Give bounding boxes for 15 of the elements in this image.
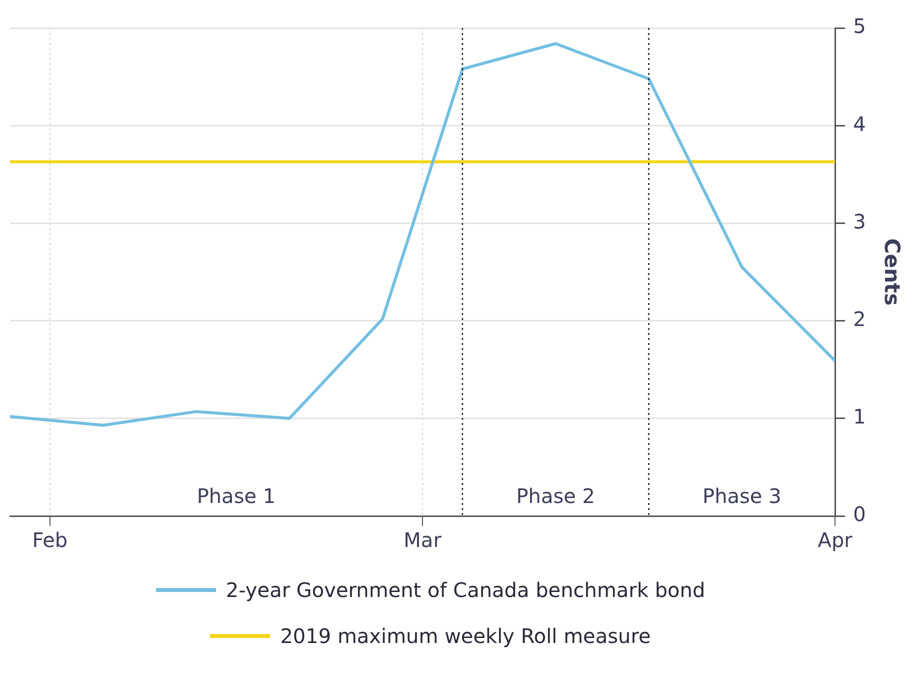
y-axis-title: Cents (880, 238, 904, 306)
y-tick-label: 1 (853, 404, 866, 429)
legend-label: 2019 maximum weekly Roll measure (280, 624, 651, 648)
y-tick-label: 5 (853, 14, 866, 38)
legend-label: 2-year Government of Canada benchmark bond (226, 578, 706, 602)
y-tick-label: 2 (853, 307, 866, 332)
annotation: Phase 3 (702, 484, 782, 508)
x-tick-label: Apr (818, 528, 854, 552)
x-tick-label: Feb (32, 528, 68, 552)
y-tick-label: 4 (853, 112, 866, 136)
x-tick-label: Mar (404, 528, 442, 552)
y-tick-label: 3 (853, 209, 866, 234)
annotation: Phase 1 (196, 484, 276, 508)
y-tick-label: 0 (853, 502, 866, 526)
annotation: Phase 2 (516, 484, 596, 508)
